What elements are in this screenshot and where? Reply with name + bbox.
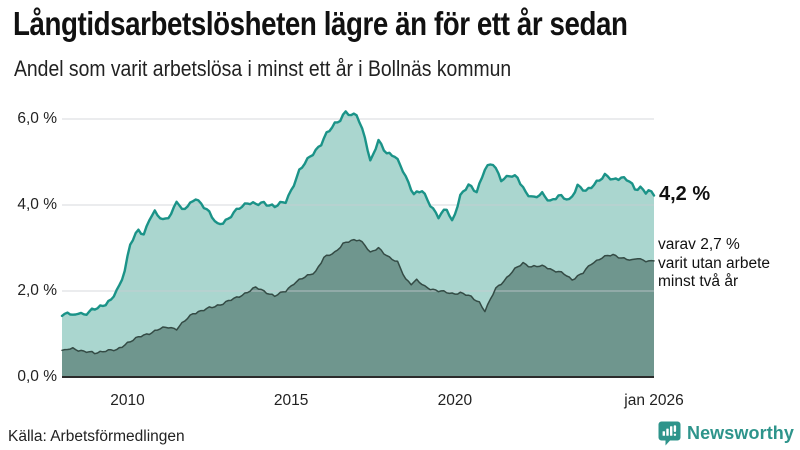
series-line-one-year — [60, 110, 656, 318]
area-fill-two-year — [62, 239, 654, 377]
annotation-latest-value: 4,2 % — [659, 183, 711, 205]
source-attribution: Källa: Arbetsförmedlingen — [8, 428, 185, 445]
newsworthy-bubble-chart-icon — [658, 421, 681, 446]
newsworthy-wordmark: Newsworthy — [686, 422, 794, 443]
y-tick-label: 4,0 % — [17, 196, 57, 213]
x-tick-label: jan 2026 — [624, 392, 684, 409]
newsworthy-logo[interactable]: Newsworthy — [657, 420, 794, 446]
y-tick-label: 0,0 % — [17, 368, 57, 385]
series-line-two-year — [61, 238, 655, 355]
y-tick-label: 2,0 % — [17, 282, 57, 299]
y-tick-label: 6,0 % — [17, 110, 57, 127]
chart-subtitle: Andel som varit arbetslösa i minst ett å… — [14, 56, 512, 81]
x-tick-label: 2015 — [273, 392, 309, 409]
annotation-two-year-detail: varav 2,7 % varit utan arbete minst två … — [658, 236, 771, 290]
area-chart — [60, 110, 656, 378]
x-tick-label: 2010 — [110, 392, 145, 409]
page-title: Långtidsarbetslösheten lägre än för ett … — [13, 5, 628, 42]
x-tick-label: 2020 — [437, 392, 473, 409]
